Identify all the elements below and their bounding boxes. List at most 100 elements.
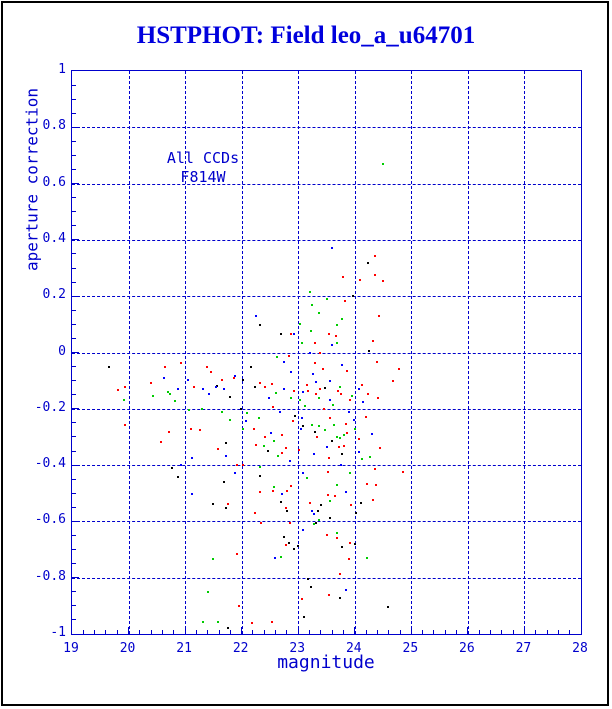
data-point xyxy=(301,391,304,394)
data-point xyxy=(343,445,346,448)
gridline-horizontal xyxy=(72,352,581,354)
data-point xyxy=(349,398,352,401)
y-axis-tick xyxy=(72,549,76,551)
data-point xyxy=(311,424,314,427)
data-point xyxy=(123,386,126,389)
data-point xyxy=(300,427,303,430)
gridline-horizontal xyxy=(72,127,581,129)
data-point xyxy=(169,393,172,396)
data-point xyxy=(241,427,244,430)
data-point xyxy=(392,380,395,383)
x-axis-tick xyxy=(433,630,435,634)
data-point xyxy=(318,396,321,399)
data-point xyxy=(401,471,404,474)
x-axis-tick xyxy=(207,630,209,634)
data-point xyxy=(282,536,285,539)
y-axis-tick xyxy=(72,337,76,339)
data-point xyxy=(313,452,316,455)
data-point xyxy=(339,437,342,440)
data-point xyxy=(269,432,272,435)
x-axis-tick xyxy=(116,630,118,634)
data-point xyxy=(321,368,324,371)
data-point xyxy=(317,510,320,513)
data-point xyxy=(379,447,382,450)
y-axis-tick xyxy=(72,112,76,114)
data-point xyxy=(328,517,331,520)
data-point xyxy=(289,396,292,399)
x-axis-tick xyxy=(82,630,84,634)
data-point xyxy=(367,393,370,396)
data-point xyxy=(149,382,152,385)
x-tick-label: 23 xyxy=(289,641,306,656)
data-point xyxy=(301,598,304,601)
data-point xyxy=(337,446,340,449)
x-tick-label: 20 xyxy=(119,641,136,656)
data-point xyxy=(189,427,192,430)
y-axis-tick xyxy=(72,352,79,353)
data-point xyxy=(374,273,377,276)
annotation-all-ccds: All CCDs xyxy=(166,149,240,167)
y-axis-tick xyxy=(72,197,76,199)
data-point xyxy=(343,299,346,302)
gridline-horizontal xyxy=(72,408,581,410)
data-point xyxy=(369,456,372,459)
data-point xyxy=(237,605,240,608)
data-point xyxy=(259,475,262,478)
data-point xyxy=(186,378,189,381)
x-axis-tick xyxy=(365,630,367,634)
x-axis-tick xyxy=(342,630,344,634)
y-axis-tick xyxy=(72,380,76,382)
data-point xyxy=(285,507,288,510)
data-point xyxy=(347,558,350,561)
x-tick-label: 25 xyxy=(402,641,419,656)
y-axis-tick xyxy=(72,436,76,438)
y-axis-tick xyxy=(72,591,76,593)
data-point xyxy=(279,410,282,413)
x-axis-tick xyxy=(331,630,333,634)
data-point xyxy=(299,322,302,325)
y-axis-tick xyxy=(72,563,76,565)
data-point xyxy=(329,417,332,420)
data-point xyxy=(151,395,154,398)
x-axis-tick xyxy=(229,630,231,634)
x-axis-tick xyxy=(128,627,130,634)
data-point xyxy=(313,513,316,516)
data-point xyxy=(354,543,357,546)
data-point xyxy=(360,458,363,461)
data-point xyxy=(312,373,315,376)
data-point xyxy=(326,471,329,474)
y-tick-label: -0.4 xyxy=(34,456,66,472)
data-point xyxy=(382,162,385,165)
data-point xyxy=(346,432,349,435)
data-point xyxy=(325,297,328,300)
data-point xyxy=(264,386,267,389)
data-point xyxy=(273,486,276,489)
y-axis-tick xyxy=(72,309,76,311)
data-point xyxy=(292,548,295,551)
data-point xyxy=(291,420,294,423)
data-point xyxy=(298,398,301,401)
x-axis-tick xyxy=(105,630,107,634)
x-axis-tick xyxy=(173,630,175,634)
data-point xyxy=(270,383,273,386)
data-point xyxy=(320,504,323,507)
data-point xyxy=(242,379,245,382)
x-tick-label: 19 xyxy=(63,641,79,656)
x-axis-tick xyxy=(195,630,197,634)
data-point xyxy=(307,389,310,392)
data-point xyxy=(336,537,339,540)
data-point xyxy=(349,504,352,507)
data-point xyxy=(339,385,342,388)
data-point xyxy=(281,493,284,496)
data-point xyxy=(201,388,204,391)
data-point xyxy=(335,484,338,487)
data-point xyxy=(254,512,257,515)
x-axis-tick xyxy=(241,627,243,634)
x-axis-tick xyxy=(275,630,277,634)
y-axis-tick xyxy=(72,366,76,368)
data-point xyxy=(288,542,291,545)
x-axis-tick xyxy=(478,630,480,634)
data-point xyxy=(341,317,344,320)
data-point xyxy=(326,534,329,537)
data-point xyxy=(207,393,210,396)
